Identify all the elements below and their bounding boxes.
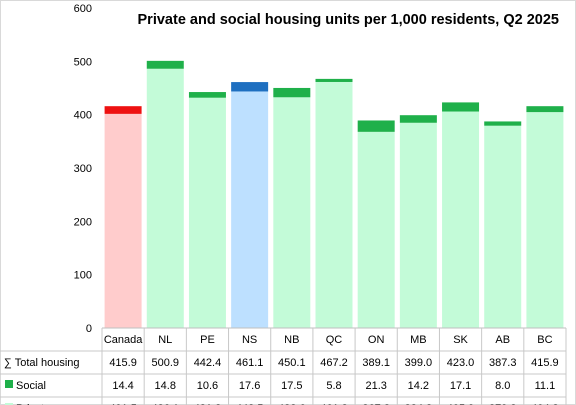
y-axis: 0 100 200 300 400 500 600 xyxy=(74,3,92,335)
table-cell: 11.1 xyxy=(535,380,556,392)
bar-social-bc xyxy=(526,106,564,113)
table-row-label: Private xyxy=(16,403,50,405)
table-cell: 461.3 xyxy=(320,403,348,405)
x-tick-label: ON xyxy=(368,334,385,346)
bar-social-nb xyxy=(273,87,311,98)
legend-key-social xyxy=(5,380,13,388)
table-cell: 367.8 xyxy=(362,403,390,405)
table-row-label: ∑ Total housing xyxy=(4,357,80,369)
bar-private-on xyxy=(357,131,395,328)
table-cell: 14.8 xyxy=(155,380,176,392)
bar-private-mb xyxy=(399,122,437,328)
x-tick-label: NB xyxy=(284,334,299,346)
bar-private-ab xyxy=(484,125,522,328)
y-tick-label: 500 xyxy=(74,56,92,68)
y-tick-label: 100 xyxy=(74,270,92,282)
table-cell: 500.9 xyxy=(152,357,180,369)
bar-social-ab xyxy=(484,121,522,126)
bar-social-pe xyxy=(188,92,226,98)
table-cell: 415.9 xyxy=(531,357,559,369)
table-row-label: Social xyxy=(16,380,46,392)
table-cell: 415.9 xyxy=(109,357,137,369)
bar-private-nb xyxy=(273,97,311,328)
x-tick-label: SK xyxy=(453,334,468,346)
table-cell: 14.4 xyxy=(112,380,133,392)
y-tick-label: 400 xyxy=(74,110,92,122)
table-cell: 389.1 xyxy=(362,357,390,369)
table-cell: 404.8 xyxy=(531,403,559,405)
table-cell: 17.6 xyxy=(239,380,260,392)
bar-social-sk xyxy=(442,102,480,112)
table-cell: 442.4 xyxy=(194,357,222,369)
bar-private-nl xyxy=(146,68,184,328)
table-cell: 21.3 xyxy=(365,380,386,392)
table-cell: 5.8 xyxy=(326,380,341,392)
x-tick-label: NS xyxy=(242,334,257,346)
bar-social-mb xyxy=(399,115,437,123)
legend-key-private xyxy=(5,403,13,405)
chart-title: Private and social housing units per 1,0… xyxy=(138,12,559,28)
bar-private-qc xyxy=(315,81,353,329)
bar-social-canada xyxy=(104,106,142,114)
bar-private-sk xyxy=(442,111,480,329)
table-cell: 10.6 xyxy=(197,380,218,392)
bar-private-ns xyxy=(231,91,269,328)
x-tick-label: AB xyxy=(495,334,510,346)
bar-social-ns xyxy=(231,82,269,92)
x-tick-label: PE xyxy=(200,334,215,346)
y-tick-label: 600 xyxy=(74,3,92,15)
bar-private-pe xyxy=(188,97,226,328)
data-table: Canada NL PE NS NB QC ON MB SK AB BC ∑ Total housin… xyxy=(0,327,567,405)
x-tick-label: BC xyxy=(537,334,552,346)
table-cell: 486.1 xyxy=(152,403,180,405)
y-tick-label: 200 xyxy=(74,216,92,228)
bar-private-bc xyxy=(526,112,564,329)
table-cell: 14.2 xyxy=(408,380,429,392)
x-tick-label: NL xyxy=(158,334,172,346)
table-cell: 8.0 xyxy=(495,380,510,392)
bar-private-canada xyxy=(104,113,142,328)
table-cell: 379.3 xyxy=(489,403,517,405)
x-tick-label: MB xyxy=(410,334,427,346)
table-cell: 387.3 xyxy=(489,357,517,369)
table-cell: 431.8 xyxy=(194,403,222,405)
y-tick-label: 0 xyxy=(86,323,92,335)
x-tick-label: QC xyxy=(326,334,343,346)
table-cell: 405.9 xyxy=(447,403,475,405)
table-cell: 17.1 xyxy=(450,380,471,392)
table-cell: 461.1 xyxy=(236,357,264,369)
table-cell: 443.5 xyxy=(236,403,264,405)
table-cell: 401.5 xyxy=(109,403,137,405)
table-cell: 432.6 xyxy=(278,403,306,405)
bar-social-qc xyxy=(315,78,353,82)
table-cell: 17.5 xyxy=(281,380,302,392)
table-cell: 399.0 xyxy=(405,357,433,369)
bars xyxy=(104,60,564,329)
table-cell: 467.2 xyxy=(320,357,348,369)
x-tick-label: Canada xyxy=(104,334,143,346)
bar-social-on xyxy=(357,120,395,132)
bar-social-nl xyxy=(146,60,184,69)
y-tick-label: 300 xyxy=(74,163,92,175)
table-cell: 384.8 xyxy=(405,403,433,405)
table-cell: 450.1 xyxy=(278,357,306,369)
table-cell: 423.0 xyxy=(447,357,475,369)
